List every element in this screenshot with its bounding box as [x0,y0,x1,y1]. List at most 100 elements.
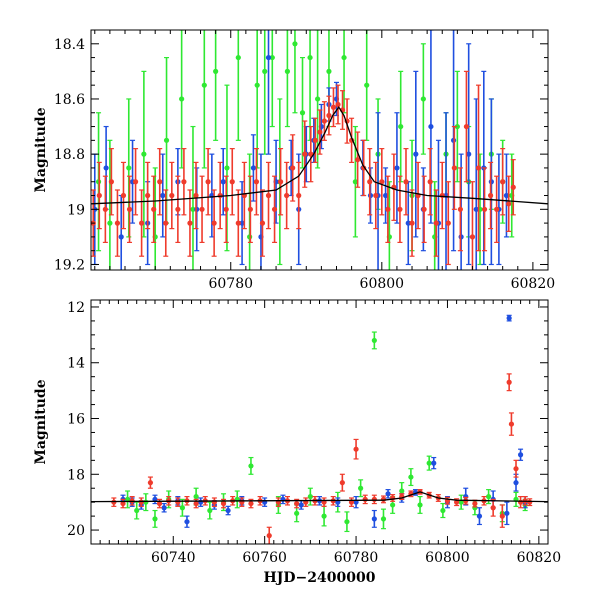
red-data-point [326,112,332,119]
green-data-point [307,493,313,500]
blue-data-point [220,179,226,185]
green-data-point [299,110,306,116]
blue-series [120,314,528,528]
blue-data-point [413,151,419,157]
red-data-point [353,446,359,452]
red-data-point [494,206,500,212]
red-data-point [266,533,272,539]
red-data-point [147,480,154,486]
blue-data-point [265,54,272,61]
red-data-point [290,165,296,171]
green-data-point [341,54,347,61]
green-data-point [358,485,364,491]
red-data-point [302,151,308,157]
red-data-point [277,179,284,185]
top-y-tick-label: 18.6 [54,92,85,108]
red-data-point [527,499,533,505]
red-data-point [138,499,144,505]
top-panel: 60780 60800 60820 18.4 18.6 18.8 19 19.2 Magnitu… [33,29,555,292]
red-data-point [120,500,126,507]
red-data-point [397,206,403,212]
red-data-point [151,206,157,212]
top-y-tick-label: 18.4 [54,37,85,53]
green-data-point [292,41,298,47]
red-data-point [205,179,211,185]
top-x-tick-label: 60780 [208,276,253,292]
red-data-point [259,220,266,226]
red-data-point [487,192,494,199]
red-data-point [181,179,187,185]
blue-data-point [103,165,109,171]
red-data-point [379,179,385,185]
bottom-panel: 60740 60760 60780 60800 60820 12 14 16 18 20 Magni… [33,299,561,586]
green-data-point [390,502,396,508]
red-data-point [156,500,163,507]
blue-data-point [382,192,389,199]
bottom-y-axis-label: Magnitude [33,379,49,464]
red-data-point [367,179,373,185]
green-data-point [152,516,158,522]
green-data-point [190,206,196,212]
red-data-point [513,466,519,472]
red-data-point [439,192,445,199]
bottom-y-tick-label: 12 [67,300,85,316]
red-data-point [175,206,181,212]
red-data-point [433,220,439,226]
green-data-point [326,68,332,74]
blue-data-point [161,505,167,511]
green-data-point [485,493,492,500]
blue-data-point [428,123,434,130]
red-data-point [96,192,102,199]
green-data-point [417,502,423,508]
green-data-point [179,96,185,102]
green-data-point [454,123,460,130]
red-data-point [265,192,272,199]
red-data-point [371,496,377,502]
red-data-point [362,496,368,502]
bottom-y-tick-label: 16 [67,412,85,428]
green-data-point [352,179,358,185]
green-data-point [398,123,404,130]
red-data-point [248,500,254,507]
green-data-point [163,137,170,143]
green-data-point [321,513,327,519]
green-data-point [408,474,414,480]
blue-data-point [118,234,124,240]
top-x-tick-label: 60800 [360,276,405,292]
blue-data-point [225,507,231,514]
blue-data-point [250,165,257,171]
red-data-point [157,179,163,185]
green-data-point [224,165,230,171]
green-data-point [143,499,149,505]
red-data-point [355,157,361,163]
green-data-point [284,68,290,74]
green-data-point [380,516,387,522]
red-data-point [187,220,193,226]
red-data-point [335,101,341,108]
red-data-point [114,220,121,226]
red-data-point [500,179,506,185]
blue-data-point [298,502,304,508]
green-data-point [399,488,405,494]
top-plot-area [91,30,548,270]
green-data-point [344,519,350,525]
top-model-curve [91,106,548,205]
green-data-point [124,496,131,502]
top-y-tick-label: 19 [67,202,85,218]
red-data-point [235,220,241,226]
red-data-point [510,184,516,190]
red-data-point [475,165,482,171]
bottom-y-tick-label: 14 [67,356,85,372]
red-data-point [373,192,379,199]
red-data-point [506,379,512,385]
red-data-point [102,206,108,212]
blue-data-point [431,460,437,466]
green-data-point [262,68,268,74]
green-data-point [179,505,185,511]
blue-data-point [371,516,377,522]
green-data-point [420,96,426,102]
red-data-point [111,499,117,505]
bottom-model-curve [91,491,548,503]
